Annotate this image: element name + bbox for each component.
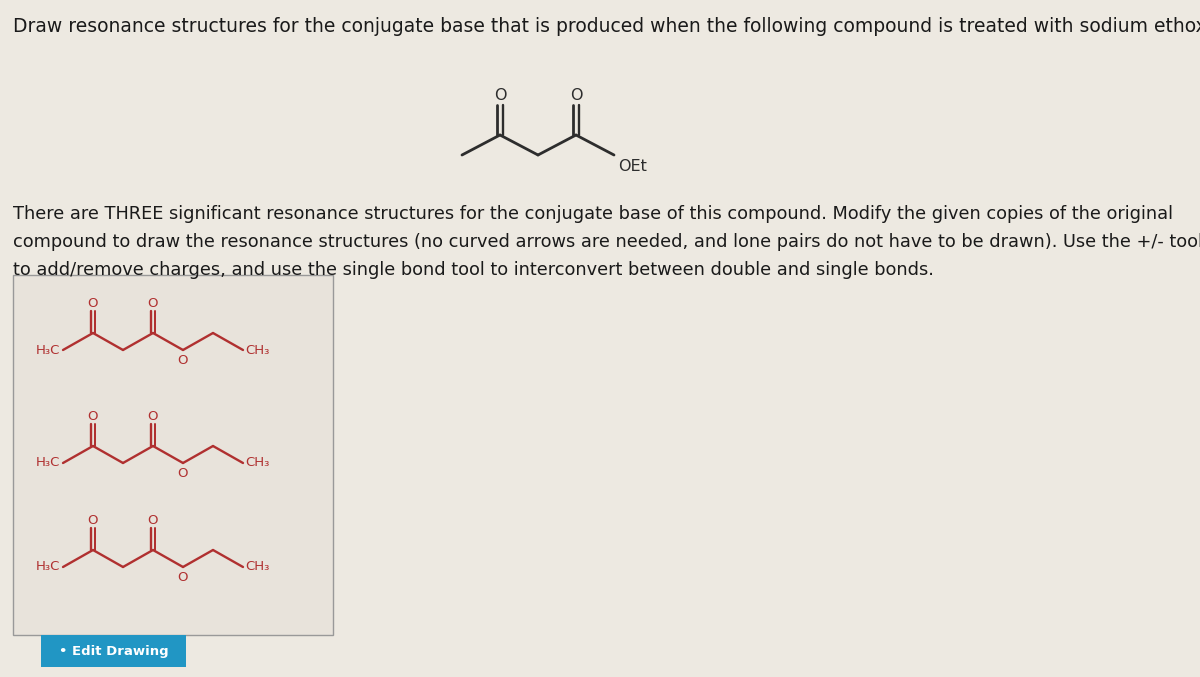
Text: H₃C: H₃C xyxy=(36,456,60,470)
Text: O: O xyxy=(178,354,188,367)
Text: O: O xyxy=(88,410,98,423)
Text: CH₃: CH₃ xyxy=(246,561,270,573)
Text: • Edit Drawing: • Edit Drawing xyxy=(59,645,168,657)
Text: compound to draw the resonance structures (no curved arrows are needed, and lone: compound to draw the resonance structure… xyxy=(13,233,1200,251)
Text: H₃C: H₃C xyxy=(36,343,60,357)
Text: O: O xyxy=(493,88,506,103)
Bar xyxy=(41,635,186,667)
Text: O: O xyxy=(148,410,158,423)
Text: O: O xyxy=(88,297,98,310)
Text: O: O xyxy=(148,514,158,527)
Text: CH₃: CH₃ xyxy=(246,343,270,357)
Text: O: O xyxy=(148,297,158,310)
Text: There are THREE significant resonance structures for the conjugate base of this : There are THREE significant resonance st… xyxy=(13,205,1174,223)
Text: O: O xyxy=(178,571,188,584)
Text: Draw resonance structures for the conjugate base that is produced when the follo: Draw resonance structures for the conjug… xyxy=(13,17,1200,36)
Bar xyxy=(13,275,334,635)
Text: CH₃: CH₃ xyxy=(246,456,270,470)
Text: O: O xyxy=(178,467,188,480)
Text: OEt: OEt xyxy=(618,159,647,174)
Text: O: O xyxy=(570,88,582,103)
Text: O: O xyxy=(88,514,98,527)
Text: H₃C: H₃C xyxy=(36,561,60,573)
Text: to add/remove charges, and use the single bond tool to interconvert between doub: to add/remove charges, and use the singl… xyxy=(13,261,934,279)
